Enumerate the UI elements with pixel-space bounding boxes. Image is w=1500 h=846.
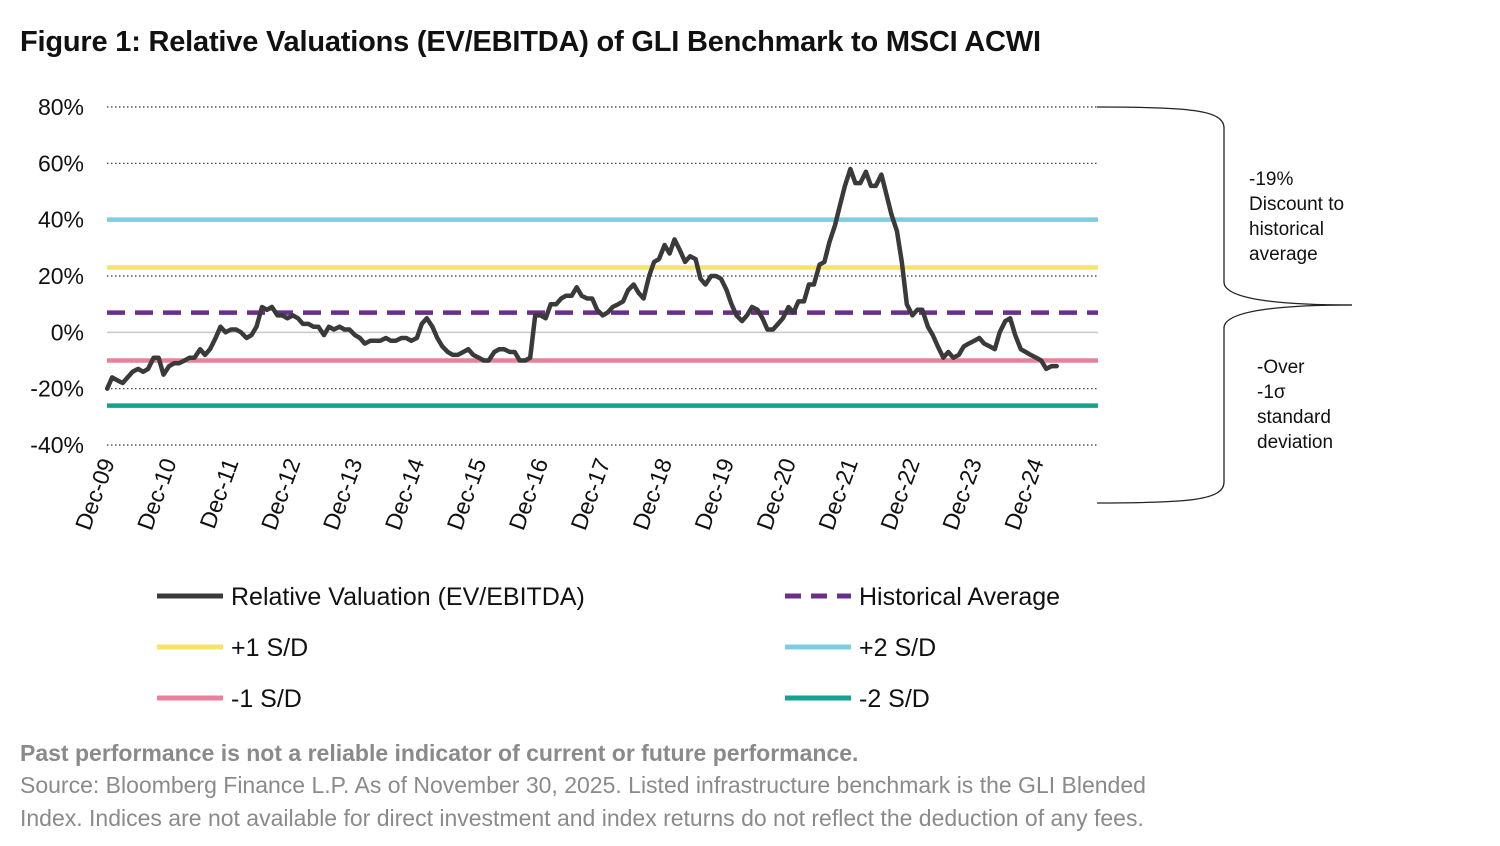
annotation-stddev-line: deviation xyxy=(1257,432,1333,453)
disclaimer-text: Past performance is not a reliable indic… xyxy=(20,740,859,766)
legend-label: +1 S/D xyxy=(231,634,308,662)
y-tick-label: 80% xyxy=(38,94,84,120)
x-tick-label: Dec-09 xyxy=(70,455,120,534)
x-axis-ticks: Dec-09 Dec-10 Dec-11 Dec-12 Dec-13 Dec-14 Dec-… xyxy=(70,455,1049,534)
y-tick-label: 40% xyxy=(38,207,84,233)
y-axis-ticks: 80% 60% 40% 20% 0% -20% -40% xyxy=(30,94,84,458)
footer: Past performance is not a reliable indic… xyxy=(20,738,1460,834)
annotation-discount-line: average xyxy=(1249,244,1318,265)
brace-lower xyxy=(1096,304,1353,504)
x-tick-label: Dec-14 xyxy=(380,455,430,534)
x-tick-label: Dec-20 xyxy=(751,455,801,534)
legend: Relative Valuation (EV/EBITDA) Historical… xyxy=(157,583,1060,713)
source-line-1: Source: Bloomberg Finance L.P. As of Nov… xyxy=(20,772,1146,798)
chart-svg: 80%60%40%20%0%-20%-40% Dec-09 Dec-10 Dec-1… xyxy=(30,94,1353,713)
source-line-2: Index. Indices are not available for dir… xyxy=(20,805,1144,831)
gridlines xyxy=(107,106,1098,446)
x-tick-label: Dec-19 xyxy=(689,455,739,534)
x-tick-label: Dec-16 xyxy=(503,455,553,534)
annotation-discount-line: historical xyxy=(1249,219,1324,240)
y-tick-label: -20% xyxy=(30,376,84,402)
annotation-stddev-line: standard xyxy=(1257,407,1331,428)
x-tick-label: Dec-12 xyxy=(256,455,306,534)
series-lines xyxy=(104,166,1059,391)
x-tick-label: Dec-21 xyxy=(813,455,863,534)
x-tick-label: Dec-13 xyxy=(318,455,368,534)
y-tick-label: 0% xyxy=(51,319,84,345)
y-tick-label: 20% xyxy=(38,263,84,289)
brace-upper xyxy=(1096,106,1353,306)
annotation-braces xyxy=(1096,106,1353,504)
x-tick-label: Dec-15 xyxy=(442,455,492,534)
x-tick-label: Dec-11 xyxy=(194,455,243,532)
legend-label: Historical Average xyxy=(859,583,1060,611)
y-tick-label: -40% xyxy=(30,432,84,458)
legend-label: Relative Valuation (EV/EBITDA) xyxy=(231,583,585,611)
legend-label: -2 S/D xyxy=(859,685,930,713)
y-tick-label: 60% xyxy=(38,150,84,176)
series-line-relative-valuation xyxy=(104,166,1059,391)
annotation-discount-line: -19% xyxy=(1249,169,1293,190)
x-tick-label: Dec-10 xyxy=(132,455,182,534)
x-tick-label: Dec-23 xyxy=(937,455,987,534)
legend-label: -1 S/D xyxy=(231,685,302,713)
annotation-discount-line: Discount to xyxy=(1249,194,1344,215)
annotations: -19% Discount to historical average -Over -1σ… xyxy=(1249,169,1344,453)
x-tick-label: Dec-18 xyxy=(627,455,677,534)
x-tick-label: Dec-24 xyxy=(999,455,1049,534)
x-tick-label: Dec-17 xyxy=(565,455,615,534)
annotation-stddev-line: -Over xyxy=(1257,357,1305,378)
chart-title: Figure 1: Relative Valuations (EV/EBITDA… xyxy=(20,26,1041,58)
reference-lines xyxy=(107,217,1098,408)
annotation-stddev-line: -1σ xyxy=(1257,382,1286,403)
legend-label: +2 S/D xyxy=(859,634,936,662)
x-tick-label: Dec-22 xyxy=(875,455,925,534)
